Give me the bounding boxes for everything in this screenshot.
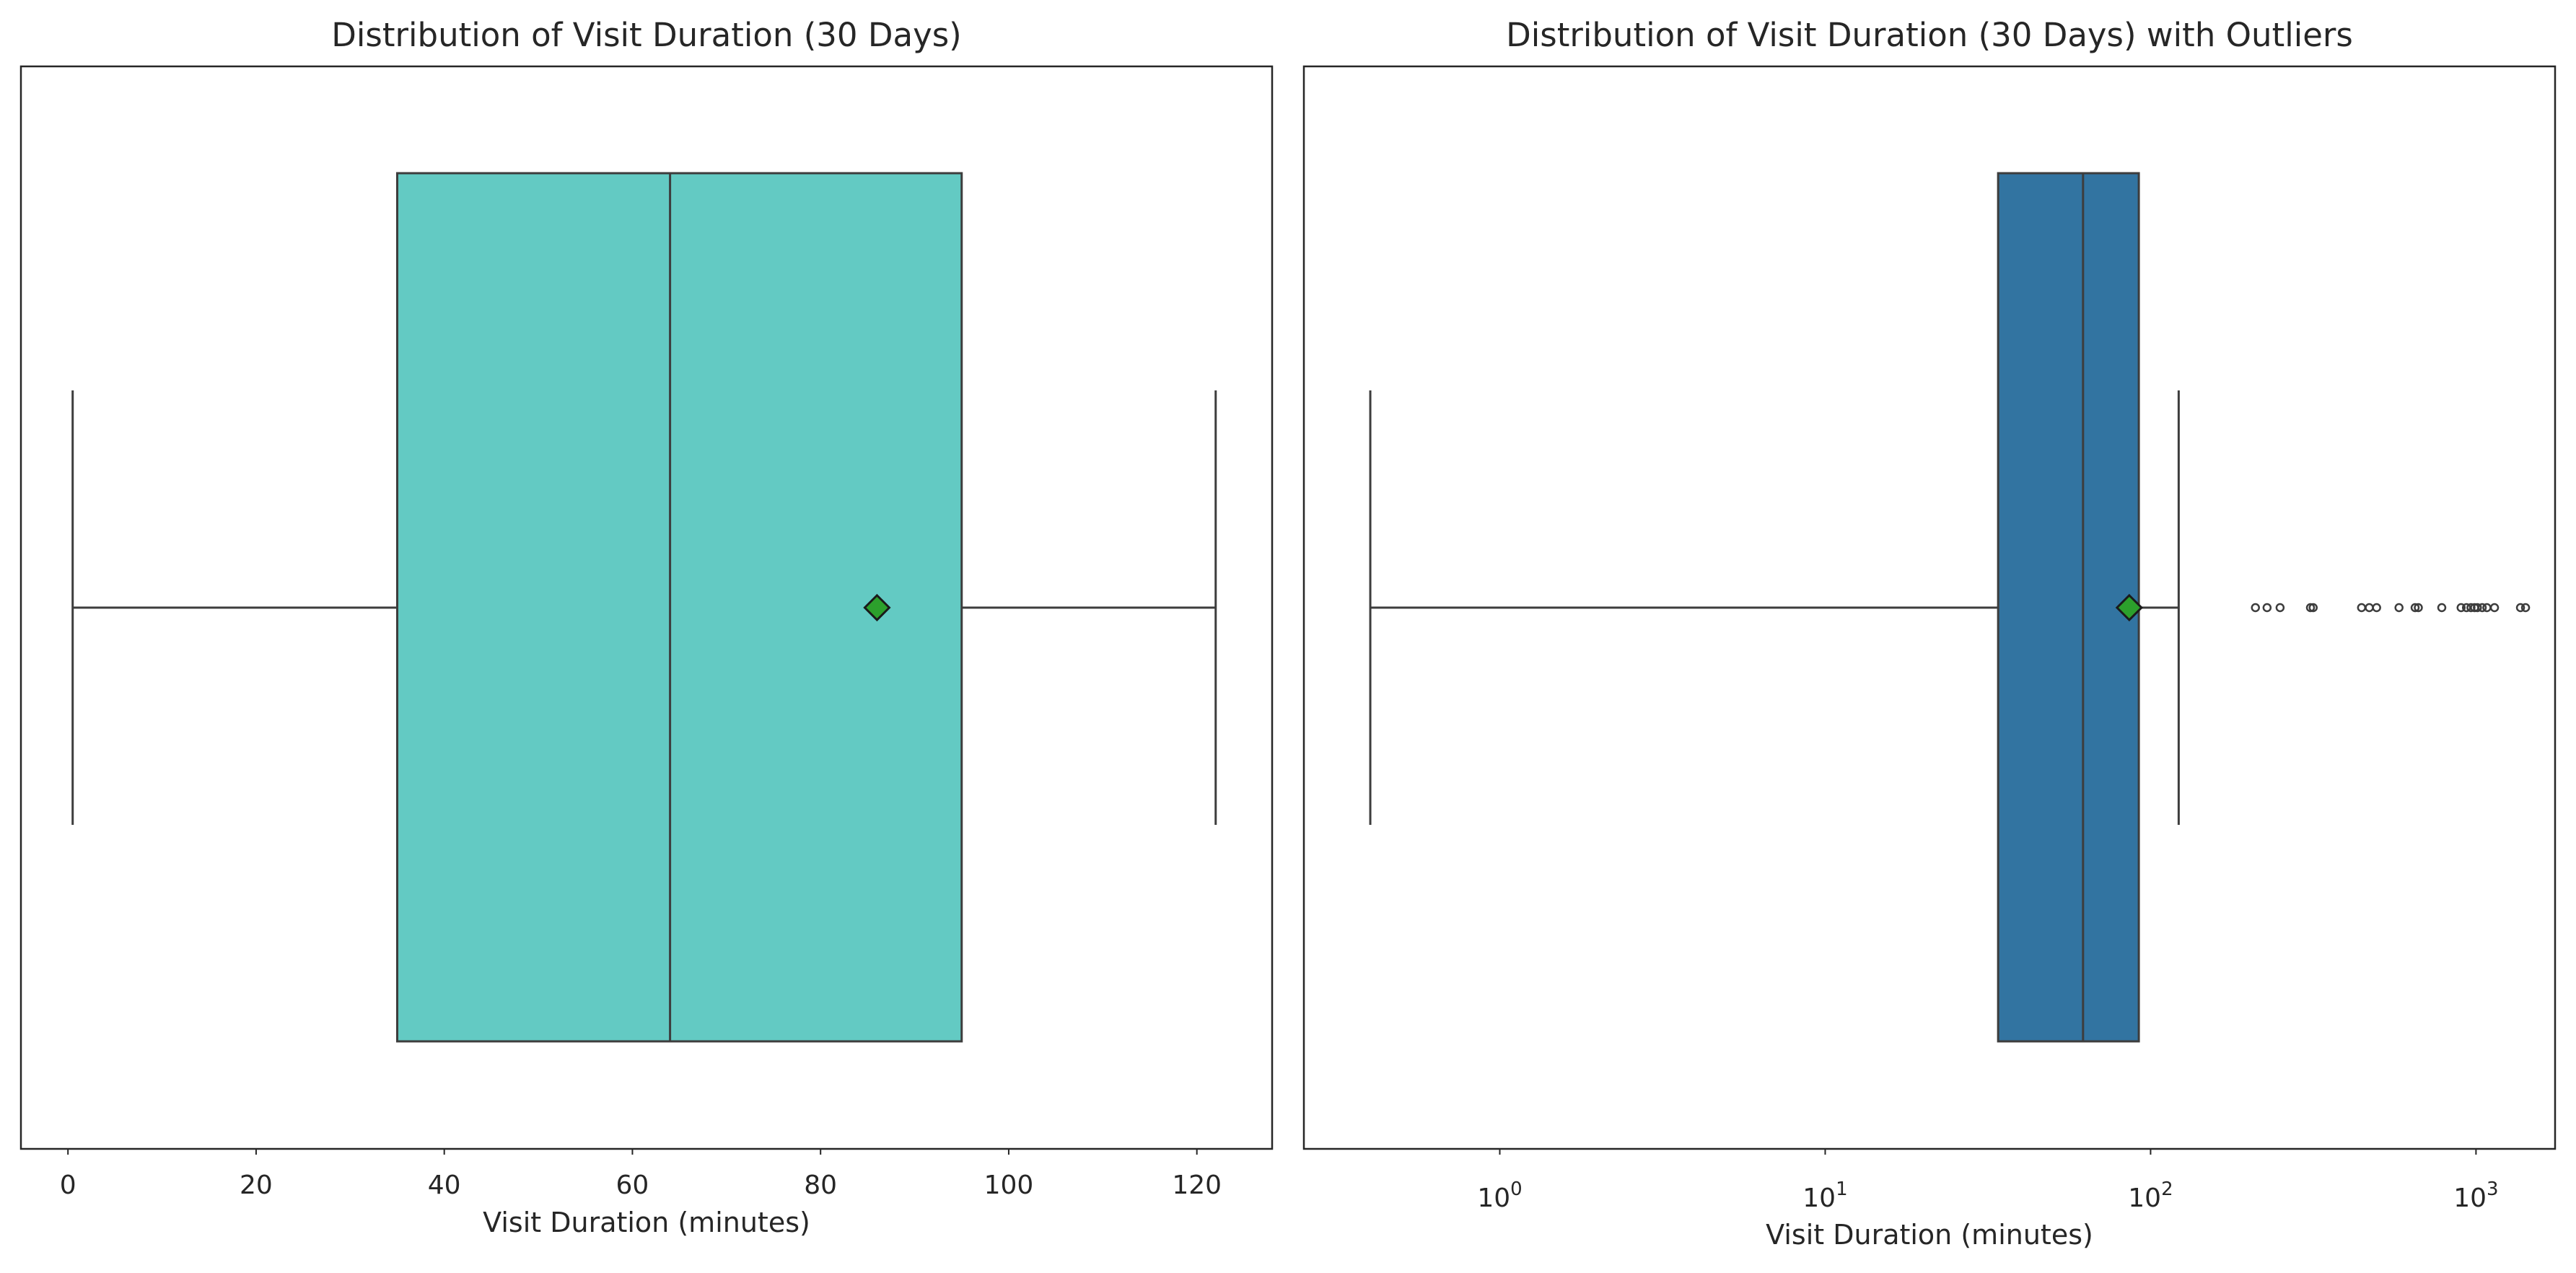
left-x-tick-label: 40 — [428, 1171, 461, 1200]
left-x-axis-label: Visit Duration (minutes) — [483, 1207, 810, 1238]
right-outlier-point — [2275, 603, 2285, 613]
right-outlier-point — [2357, 603, 2367, 613]
right-outlier-point — [2308, 603, 2318, 613]
left-x-tick-label: 120 — [1172, 1171, 1222, 1200]
right-outlier-point — [2414, 603, 2423, 613]
right-outlier-point — [2489, 603, 2500, 613]
left-x-tick-label: 20 — [240, 1171, 273, 1200]
right-outlier-point — [2365, 603, 2374, 613]
left-panel: Distribution of Visit Duration (30 Days)… — [19, 16, 1274, 1238]
right-outlier-point — [2473, 603, 2482, 613]
right-x-tick-label: 101 — [1802, 1178, 1847, 1213]
right-iqr-box — [1997, 172, 2140, 1043]
right-outlier-point — [2410, 603, 2420, 613]
right-outlier-point — [2515, 603, 2525, 613]
left-x-tick-label: 80 — [804, 1171, 837, 1200]
right-outlier-point — [2482, 603, 2492, 613]
right-plot-area — [1369, 172, 2531, 1043]
right-x-tick-label: 102 — [2128, 1178, 2173, 1213]
right-plot-frame — [1302, 65, 2557, 1150]
right-outlier-point — [2262, 603, 2272, 613]
left-chart-title: Distribution of Visit Duration (30 Days) — [331, 16, 961, 54]
left-plot-area — [71, 172, 1217, 1043]
right-chart-title: Distribution of Visit Duration (30 Days)… — [1506, 16, 2353, 54]
left-mean-marker — [863, 593, 891, 622]
left-plot-frame — [19, 65, 1274, 1150]
right-outlier-point — [2437, 603, 2447, 613]
right-outlier-point — [2456, 603, 2466, 613]
right-outlier-point — [2372, 603, 2381, 613]
right-x-axis-ticks: 100 101 102 103 — [1477, 1149, 2499, 1213]
right-x-tick-label: 100 — [1477, 1178, 1522, 1213]
right-outlier-point — [2520, 603, 2531, 613]
left-x-tick-label: 60 — [616, 1171, 649, 1200]
right-outlier-point — [2251, 603, 2260, 613]
right-panel: Distribution of Visit Duration (30 Days)… — [1302, 16, 2557, 1251]
right-outlier-point — [2305, 603, 2316, 613]
left-x-axis-ticks: 0 20 40 60 80 100 120 — [60, 1149, 1222, 1200]
right-x-tick-label: 103 — [2453, 1178, 2498, 1213]
right-x-axis-label: Visit Duration (minutes) — [1766, 1219, 2093, 1251]
right-outlier-point — [2394, 603, 2404, 613]
left-x-tick-label: 0 — [60, 1171, 76, 1200]
left-x-tick-label: 100 — [984, 1171, 1034, 1200]
right-mean-marker — [2115, 593, 2144, 622]
right-outlier-point — [2477, 603, 2487, 613]
